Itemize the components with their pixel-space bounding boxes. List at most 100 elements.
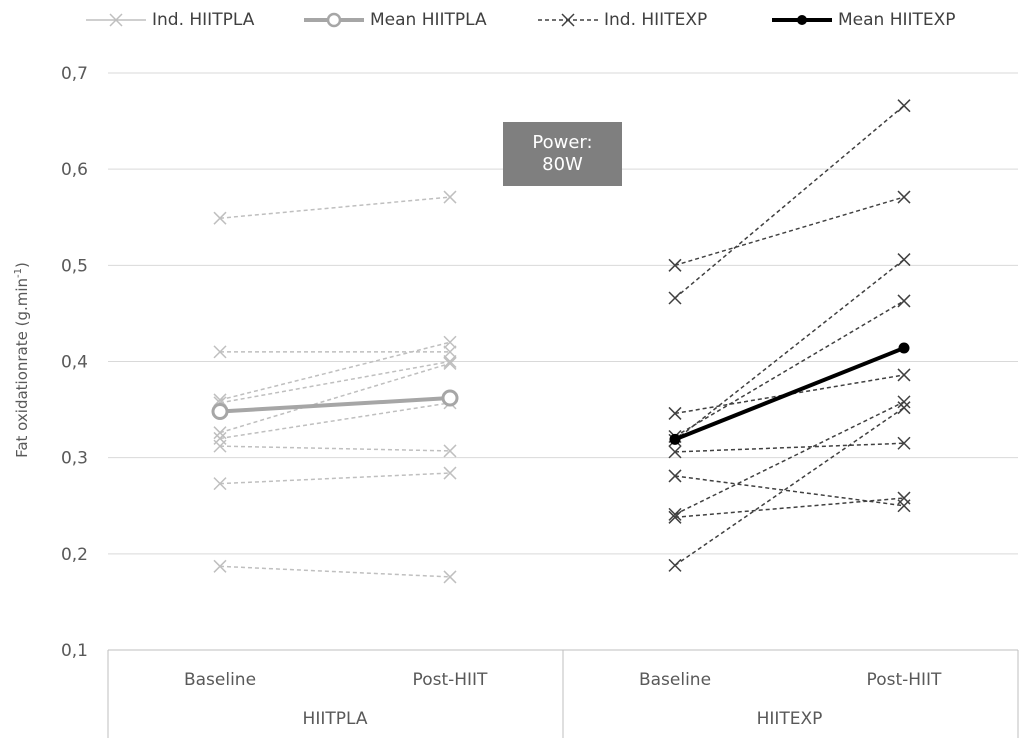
x-marker-stroke — [213, 345, 227, 359]
legend-item: Ind. HIITEXP — [538, 6, 707, 34]
y-axis-title-superscript: -1 — [13, 268, 24, 278]
x-group-label: HIITPLA — [303, 709, 368, 729]
x-marker-stroke — [443, 190, 457, 204]
legend-x-marker — [561, 13, 575, 27]
x-marker-stroke — [443, 356, 457, 370]
x-marker-stroke — [213, 211, 227, 225]
x-axis-frame — [107, 649, 1019, 738]
x-marker — [443, 335, 457, 349]
individual-line — [219, 362, 451, 434]
x-marker — [213, 345, 227, 359]
individual-line — [674, 497, 905, 519]
x-marker — [213, 559, 227, 573]
x-tick-label: Baseline — [184, 670, 256, 690]
x-marker-stroke — [897, 99, 911, 113]
x-marker — [897, 436, 911, 450]
y-tick-label: 0,1 — [61, 641, 88, 661]
x-marker — [443, 345, 457, 359]
x-marker — [443, 356, 457, 370]
x-marker — [897, 99, 911, 113]
x-tick-label: Post-HIIT — [413, 670, 489, 690]
mean-marker — [669, 433, 681, 445]
x-marker — [897, 253, 911, 267]
x-marker-stroke — [897, 491, 911, 505]
annotation-line-1: Power: — [532, 132, 593, 153]
x-marker-stroke — [443, 466, 457, 480]
individual-line — [219, 565, 451, 578]
x-marker-stroke — [668, 291, 682, 305]
x-marker — [443, 570, 457, 584]
individual-line — [219, 196, 451, 219]
individual-line — [674, 475, 905, 507]
x-marker-stroke — [668, 510, 682, 524]
x-marker-stroke — [668, 406, 682, 420]
x-marker-stroke — [443, 444, 457, 458]
individual-line — [674, 196, 905, 267]
x-marker — [668, 258, 682, 272]
x-marker-stroke — [443, 570, 457, 584]
individual-line — [219, 360, 451, 404]
x-marker — [897, 401, 911, 415]
x-marker-stroke — [897, 395, 911, 409]
x-marker — [897, 491, 911, 505]
y-axis-tick-labels: 0,1 0,2 0,3 0,4 0,5 0,6 0,7 — [61, 64, 88, 661]
x-marker — [213, 393, 227, 407]
individual-line — [219, 445, 451, 452]
x-marker-stroke — [897, 436, 911, 450]
individual-line — [219, 472, 451, 485]
individual-line — [674, 258, 905, 441]
x-marker — [668, 558, 682, 572]
annotation-line-2: 80W — [542, 154, 583, 175]
y-axis-title-main: Fat oxidationrate (g.min — [13, 278, 31, 458]
x-marker-stroke — [213, 477, 227, 491]
x-marker-stroke — [897, 368, 911, 382]
individual-line — [674, 442, 905, 453]
x-marker — [668, 406, 682, 420]
x-marker — [668, 445, 682, 459]
x-marker — [668, 510, 682, 524]
x-axis-category-labels: Baseline Post-HIIT HIITPLA Baseline Post-HII… — [184, 670, 942, 729]
legend-label: Ind. HIITEXP — [604, 10, 708, 30]
individual-line — [219, 341, 451, 401]
y-tick-label: 0,5 — [61, 256, 88, 276]
individual-line — [674, 374, 905, 415]
x-marker-stroke — [213, 393, 227, 407]
x-marker-stroke — [213, 559, 227, 573]
x-marker-stroke — [668, 445, 682, 459]
power-annotation-box: Power: 80W — [503, 122, 622, 186]
legend-swatch — [304, 12, 364, 28]
x-marker — [213, 477, 227, 491]
series-lines — [211, 99, 911, 584]
legend-swatch — [86, 13, 146, 27]
mean-line — [219, 396, 451, 414]
x-marker — [897, 294, 911, 308]
x-marker — [443, 354, 457, 369]
x-marker — [213, 211, 227, 225]
legend-swatch — [772, 15, 832, 25]
individual-line — [674, 401, 905, 516]
x-marker — [897, 395, 911, 409]
x-marker-stroke — [668, 558, 682, 572]
legend-marker — [797, 15, 807, 25]
individual-line — [674, 300, 905, 438]
mean-marker — [898, 342, 910, 354]
x-marker-stroke — [213, 439, 227, 453]
x-marker-stroke — [668, 507, 682, 521]
x-marker-stroke — [443, 335, 457, 349]
mean-marker — [211, 403, 229, 421]
legend-x-marker — [109, 13, 123, 27]
legend-marker — [326, 12, 342, 28]
x-marker-stroke — [668, 469, 682, 483]
y-axis-title: Fat oxidationrate (g.min-1) — [13, 262, 31, 458]
legend-item: Mean HIITPLA — [304, 6, 487, 34]
x-marker-stroke — [897, 190, 911, 204]
x-marker-stroke — [668, 258, 682, 272]
legend-label: Mean HIITEXP — [838, 10, 956, 30]
x-marker — [668, 507, 682, 521]
y-tick-label: 0,3 — [61, 449, 88, 469]
x-marker — [213, 426, 227, 440]
x-tick-label: Post-HIIT — [867, 670, 943, 690]
y-axis-title-close: ) — [13, 262, 31, 268]
legend-label: Ind. HIITPLA — [152, 10, 255, 30]
